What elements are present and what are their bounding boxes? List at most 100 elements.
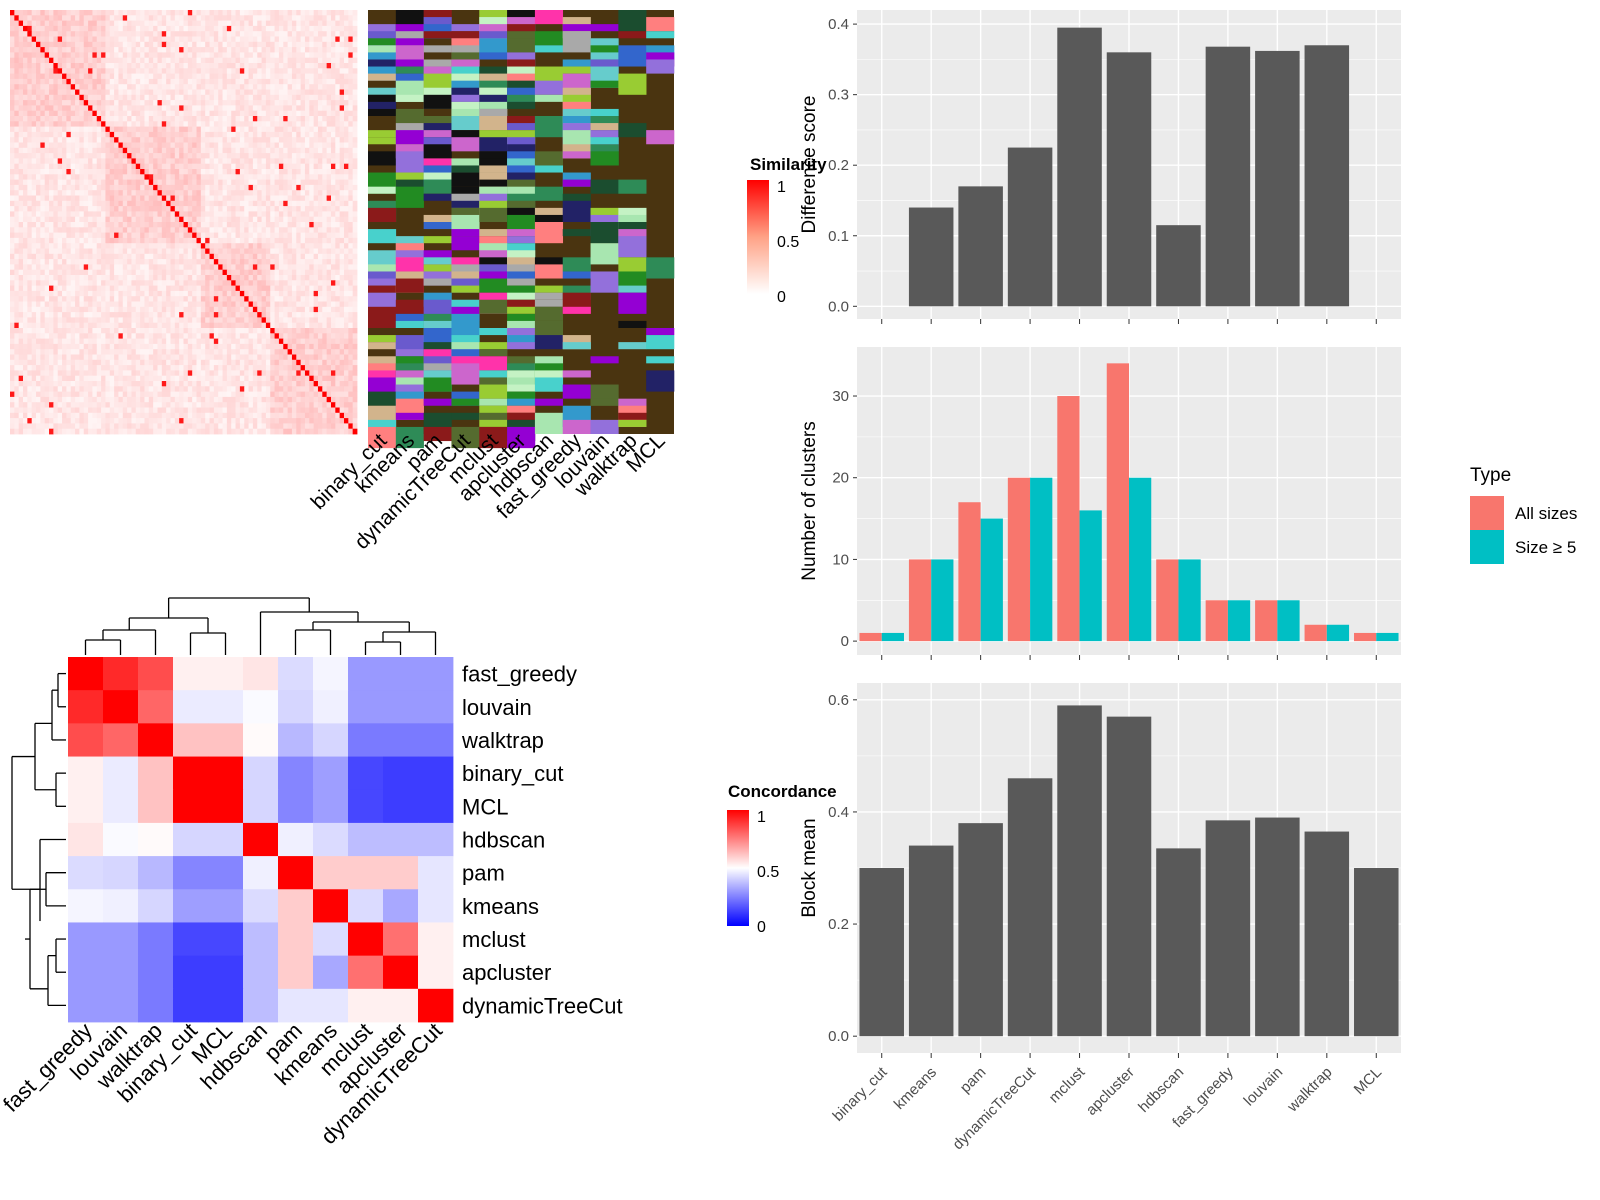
similarity-cell — [166, 206, 171, 212]
similarity-cell — [14, 200, 20, 207]
similarity-cell — [274, 328, 280, 334]
similarity-cell — [148, 137, 154, 143]
similarity-cell — [157, 328, 163, 334]
similarity-cell — [40, 333, 46, 339]
similarity-cell — [244, 328, 249, 334]
similarity-cell — [200, 131, 206, 138]
similarity-cell — [118, 195, 124, 202]
similarity-cell — [122, 264, 128, 271]
similarity-cell — [57, 216, 63, 223]
similarity-cell — [27, 105, 33, 112]
similarity-cell — [235, 280, 241, 286]
similarity-cell — [161, 301, 167, 308]
similarity-cell — [62, 169, 67, 175]
similarity-cell — [79, 68, 85, 74]
similarity-cell — [170, 259, 176, 265]
similarity-cell — [278, 31, 284, 37]
similarity-cell — [343, 105, 349, 112]
similarity-cell — [248, 195, 254, 202]
similarity-cell — [14, 206, 20, 212]
similarity-cell — [330, 100, 336, 106]
similarity-cell — [265, 317, 271, 324]
similarity-cell — [274, 200, 280, 207]
similarity-cell — [27, 142, 33, 149]
similarity-cell — [244, 131, 249, 138]
similarity-cell — [313, 290, 319, 297]
similarity-cell — [326, 121, 332, 127]
similarity-cell — [49, 317, 54, 324]
similarity-cell — [343, 312, 349, 318]
similarity-cell — [209, 174, 215, 180]
similarity-cell — [75, 227, 80, 233]
similarity-cell — [296, 312, 302, 318]
similarity-cell — [31, 169, 37, 175]
similarity-cell — [36, 333, 41, 339]
similarity-cell — [101, 338, 106, 345]
similarity-cell — [79, 52, 85, 59]
similarity-cell — [248, 94, 254, 101]
similarity-cell — [352, 243, 358, 249]
similarity-cell — [231, 105, 236, 112]
similarity-cell — [148, 296, 154, 302]
similarity-cell — [131, 248, 137, 255]
similarity-cell — [287, 280, 293, 286]
similarity-cell — [27, 301, 33, 308]
similarity-cell — [44, 312, 50, 318]
similarity-cell — [14, 328, 20, 334]
similarity-cell — [309, 232, 315, 239]
similarity-cell — [187, 110, 193, 117]
similarity-cell — [40, 105, 46, 112]
similarity-cell — [317, 100, 323, 106]
similarity-cell — [135, 275, 141, 281]
similarity-cell — [88, 338, 93, 345]
similarity-cell — [122, 31, 128, 37]
similarity-cell — [131, 153, 137, 159]
similarity-cell — [36, 296, 41, 302]
similarity-cell — [330, 190, 336, 196]
similarity-cell — [57, 259, 63, 265]
similarity-cell — [343, 248, 349, 255]
similarity-cell — [96, 280, 102, 286]
similarity-cell — [83, 290, 89, 297]
similarity-cell — [322, 63, 328, 69]
similarity-cell — [36, 275, 41, 281]
similarity-cell — [352, 89, 358, 96]
similarity-cell — [196, 269, 202, 276]
similarity-cell — [53, 25, 59, 32]
similarity-cell — [96, 36, 102, 43]
similarity-cell — [122, 222, 128, 228]
similarity-cell — [92, 36, 98, 43]
similarity-cell — [118, 57, 124, 64]
similarity-cell — [70, 211, 76, 218]
similarity-cell — [157, 190, 163, 196]
similarity-cell — [296, 264, 302, 271]
similarity-cell — [174, 216, 180, 223]
similarity-cell — [348, 163, 354, 170]
similarity-cell — [170, 179, 176, 186]
similarity-cell — [40, 20, 46, 27]
similarity-cell — [10, 253, 15, 260]
similarity-cell — [187, 200, 193, 207]
similarity-cell — [252, 285, 258, 292]
similarity-cell — [96, 227, 102, 233]
similarity-cell — [348, 31, 354, 37]
similarity-cell — [205, 163, 210, 170]
similarity-cell — [174, 31, 180, 37]
similarity-cell — [343, 25, 349, 32]
similarity-cell — [31, 280, 37, 286]
similarity-cell — [62, 227, 67, 233]
similarity-cell — [291, 200, 297, 207]
similarity-cell — [57, 333, 63, 339]
similarity-cell — [218, 264, 223, 271]
similarity-cell — [23, 94, 28, 101]
similarity-cell — [27, 25, 33, 32]
similarity-cell — [274, 169, 280, 175]
similarity-cell — [131, 116, 137, 122]
similarity-cell — [101, 20, 106, 27]
similarity-cell — [179, 211, 184, 218]
similarity-cell — [53, 10, 59, 16]
similarity-cell — [101, 285, 106, 292]
similarity-cell — [183, 264, 189, 271]
similarity-cell — [27, 116, 33, 122]
similarity-cell — [309, 264, 315, 271]
